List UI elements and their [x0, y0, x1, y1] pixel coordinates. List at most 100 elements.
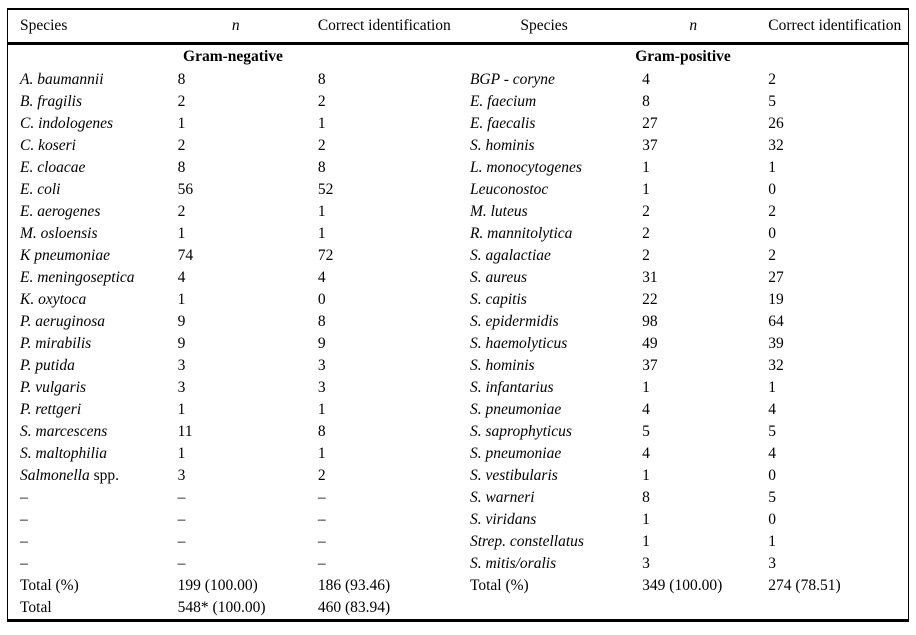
- table-row: E. cloacae 8 8 L. monocytogenes 1 1: [8, 157, 909, 179]
- species-cell-left: Total (%): [20, 577, 79, 594]
- species-cell-left: –: [20, 533, 28, 550]
- n-cell-right: 98: [642, 313, 658, 330]
- correct-cell-right: 27: [768, 269, 784, 286]
- n-cell-left: 74: [177, 247, 194, 264]
- n-cell-right: 1: [642, 511, 650, 528]
- header-n-left: n: [165, 9, 306, 45]
- correct-cell-right: 0: [768, 181, 777, 198]
- species-cell-right: S. mitis/oralis: [469, 555, 557, 572]
- correct-cell-right: 274 (78.51): [768, 577, 841, 594]
- n-cell-right: 1: [642, 379, 650, 396]
- correct-cell-left: 8: [317, 159, 326, 176]
- species-cell-left: C. indologenes: [20, 115, 113, 132]
- table-row: – – – S. mitis/oralis 3 3: [8, 553, 909, 575]
- table-row: P. vulgaris 3 3 S. infantarius 1 1: [8, 377, 909, 399]
- correct-cell-left: –: [317, 555, 326, 572]
- table-row: P. mirabilis 9 9 S. haemolyticus 49 39: [8, 333, 909, 355]
- correct-cell-left: 1: [317, 445, 326, 462]
- species-cell-right: [458, 597, 630, 621]
- correct-cell-right: [756, 597, 908, 621]
- table-row: E. coli 56 52 Leuconostoc 1 0: [8, 179, 909, 201]
- header-correct-left: Correct identification: [305, 9, 458, 45]
- species-cell-left: –: [20, 489, 28, 506]
- n-cell-left: 548* (100.00): [177, 599, 266, 616]
- n-cell-left: 3: [177, 467, 186, 484]
- correct-cell-left: 1: [317, 203, 326, 220]
- correct-cell-right: 39: [768, 335, 784, 352]
- species-cell-right: S. hominis: [469, 357, 535, 374]
- n-cell-left: 199 (100.00): [177, 577, 258, 594]
- header-n-right: n: [630, 9, 757, 45]
- n-cell-right: 2: [642, 247, 650, 264]
- correct-cell-right: 0: [768, 225, 777, 242]
- n-cell-right: 8: [642, 93, 650, 110]
- correct-cell-left: 1: [317, 115, 326, 132]
- table-row: B. fragilis 2 2 E. faecium 8 5: [8, 91, 909, 113]
- species-cell-left: A. baumannii: [20, 71, 104, 88]
- correct-cell-left: 8: [317, 313, 326, 330]
- correct-cell-left: 9: [317, 335, 326, 352]
- correct-cell-left: 3: [317, 357, 326, 374]
- n-cell-right: 3: [642, 555, 650, 572]
- n-cell-left: 9: [177, 335, 186, 352]
- correct-cell-left: 0: [317, 291, 326, 308]
- n-cell-left: 3: [177, 357, 186, 374]
- n-cell-right: 349 (100.00): [642, 577, 723, 594]
- correct-cell-right: 5: [768, 423, 777, 440]
- species-cell-right: S. pneumoniae: [469, 401, 562, 418]
- n-cell-right: 4: [642, 445, 650, 462]
- species-cell-right: S. aureus: [469, 269, 528, 286]
- table-row: Total 548* (100.00) 460 (83.94): [8, 597, 909, 621]
- header-correct-right: Correct identification: [756, 9, 909, 45]
- n-cell-left: –: [177, 511, 186, 528]
- table-row: E. meningoseptica 4 4 S. aureus 31 27: [8, 267, 909, 289]
- n-cell-right: 37: [642, 137, 658, 154]
- n-cell-left: 1: [177, 115, 186, 132]
- group-header-gram-negative: Gram-negative: [183, 48, 283, 65]
- species-cell-left: B. fragilis: [20, 93, 83, 110]
- n-cell-left: 2: [177, 203, 186, 220]
- species-cell-left: S. marcescens: [20, 423, 108, 440]
- table-row: C. koseri 2 2 S. hominis 37 32: [8, 135, 909, 157]
- correct-cell-right: 1: [768, 379, 777, 396]
- species-cell-right: S. epidermidis: [469, 313, 559, 330]
- header-species-left: Species: [7, 9, 166, 45]
- correct-cell-left: 1: [317, 225, 326, 242]
- n-cell-right: [630, 597, 756, 621]
- species-cell-left: E. aerogenes: [20, 203, 101, 220]
- species-cell-right: Total (%): [469, 577, 529, 594]
- correct-cell-right: 2: [768, 203, 777, 220]
- species-cell-right: S. capitis: [469, 291, 527, 308]
- n-cell-right: 27: [642, 115, 658, 132]
- species-cell-right: E. faecalis: [469, 115, 536, 132]
- species-cell-left: P. vulgaris: [20, 379, 87, 396]
- n-cell-left: 56: [177, 181, 194, 198]
- n-cell-right: 49: [642, 335, 658, 352]
- header-species-right: Species: [457, 9, 631, 45]
- n-cell-right: 1: [642, 467, 650, 484]
- table-row: M. osloensis 1 1 R. mannitolytica 2 0: [8, 223, 909, 245]
- species-cell-left: –: [20, 511, 28, 528]
- table-row: S. maltophilia 1 1 S. pneumoniae 4 4: [8, 443, 909, 465]
- correct-cell-left: 52: [317, 181, 334, 198]
- species-cell-left: P. aeruginosa: [20, 313, 105, 330]
- species-cell-right: S. saprophyticus: [469, 423, 572, 440]
- species-cell-right: S. vestibularis: [469, 467, 558, 484]
- group-header-row: Gram-negative Gram-positive: [8, 44, 909, 70]
- correct-cell-left: 2: [317, 467, 326, 484]
- table-row: Salmonella spp. 3 2 S. vestibularis 1 0: [8, 465, 909, 487]
- correct-cell-left: –: [317, 533, 326, 550]
- table-row: C. indologenes 1 1 E. faecalis 27 26: [8, 113, 909, 135]
- table-row: S. marcescens 11 8 S. saprophyticus 5 5: [8, 421, 909, 443]
- table-row: E. aerogenes 2 1 M. luteus 2 2: [8, 201, 909, 223]
- species-cell-left: Salmonella spp.: [20, 467, 120, 484]
- table-row: – – – S. viridans 1 0: [8, 509, 909, 531]
- correct-cell-right: 32: [768, 357, 784, 374]
- n-cell-left: –: [177, 533, 186, 550]
- correct-cell-right: 2: [768, 247, 777, 264]
- n-cell-left: 9: [177, 313, 186, 330]
- correct-cell-left: 1: [317, 401, 326, 418]
- correct-cell-left: 2: [317, 137, 326, 154]
- correct-cell-left: 8: [317, 71, 326, 88]
